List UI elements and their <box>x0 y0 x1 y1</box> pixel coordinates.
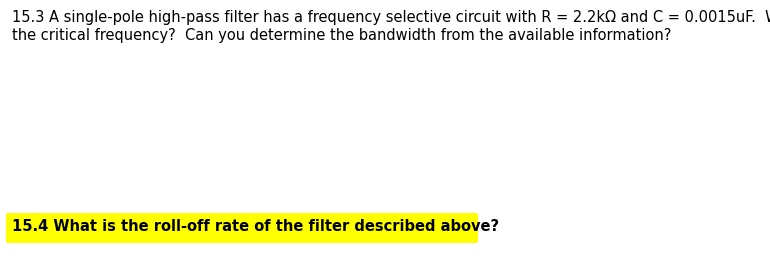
FancyBboxPatch shape <box>6 213 478 243</box>
Text: the critical frequency?  Can you determine the bandwidth from the available info: the critical frequency? Can you determin… <box>12 28 671 43</box>
Text: 15.3 A single-pole high-pass filter has a frequency selective circuit with R = 2: 15.3 A single-pole high-pass filter has … <box>12 10 770 25</box>
Text: 15.4 What is the roll-off rate of the filter described above?: 15.4 What is the roll-off rate of the fi… <box>12 219 499 234</box>
